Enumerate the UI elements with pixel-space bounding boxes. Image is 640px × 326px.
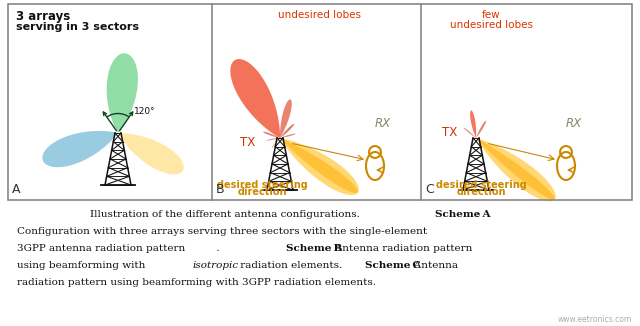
Text: Scheme A: Scheme A — [435, 210, 490, 219]
Polygon shape — [476, 138, 556, 201]
Text: A: A — [12, 183, 20, 196]
Polygon shape — [230, 59, 280, 138]
Text: undesired lobes: undesired lobes — [449, 20, 532, 30]
Polygon shape — [280, 138, 358, 193]
Polygon shape — [42, 131, 118, 167]
Text: Configuration with three arrays serving three sectors with the single-element: Configuration with three arrays serving … — [17, 227, 427, 236]
Polygon shape — [271, 138, 280, 148]
Text: serving in 3 sectors: serving in 3 sectors — [16, 22, 139, 32]
Text: isotropic: isotropic — [192, 261, 238, 270]
Text: B: B — [216, 183, 225, 196]
Text: :: : — [476, 210, 479, 219]
Polygon shape — [280, 134, 296, 138]
Text: C: C — [425, 183, 434, 196]
Polygon shape — [470, 111, 476, 138]
Polygon shape — [280, 99, 292, 138]
Polygon shape — [263, 132, 280, 138]
Text: RX: RX — [566, 117, 582, 130]
Text: RX: RX — [375, 117, 391, 130]
Text: radiation pattern using beamforming with 3GPP radiation elements.: radiation pattern using beamforming with… — [17, 278, 376, 287]
Text: : Antenna: : Antenna — [407, 261, 458, 270]
Text: 3 arrays: 3 arrays — [16, 10, 70, 23]
Text: Scheme B: Scheme B — [286, 244, 342, 253]
Text: using beamforming with: using beamforming with — [17, 261, 150, 270]
Polygon shape — [280, 138, 358, 195]
Text: desired steering: desired steering — [216, 180, 307, 190]
Text: undesired lobes: undesired lobes — [278, 10, 362, 20]
Text: few: few — [482, 10, 500, 20]
Text: direction: direction — [237, 187, 287, 197]
Text: desired steering: desired steering — [436, 180, 526, 190]
Polygon shape — [464, 128, 476, 138]
Text: 3GPP antenna radiation pattern   .: 3GPP antenna radiation pattern . — [17, 244, 220, 253]
Text: radiation elements.: radiation elements. — [235, 261, 348, 270]
Text: www.eetronics.com: www.eetronics.com — [557, 315, 632, 324]
Text: 120°: 120° — [134, 107, 156, 115]
Text: TX: TX — [241, 137, 255, 150]
Text: Illustration of the different antenna configurations.: Illustration of the different antenna co… — [90, 210, 365, 219]
Text: direction: direction — [456, 187, 506, 197]
Text: Scheme C: Scheme C — [365, 261, 420, 270]
Text: : Antenna radiation pattern: : Antenna radiation pattern — [328, 244, 472, 253]
Text: TX: TX — [442, 126, 458, 140]
